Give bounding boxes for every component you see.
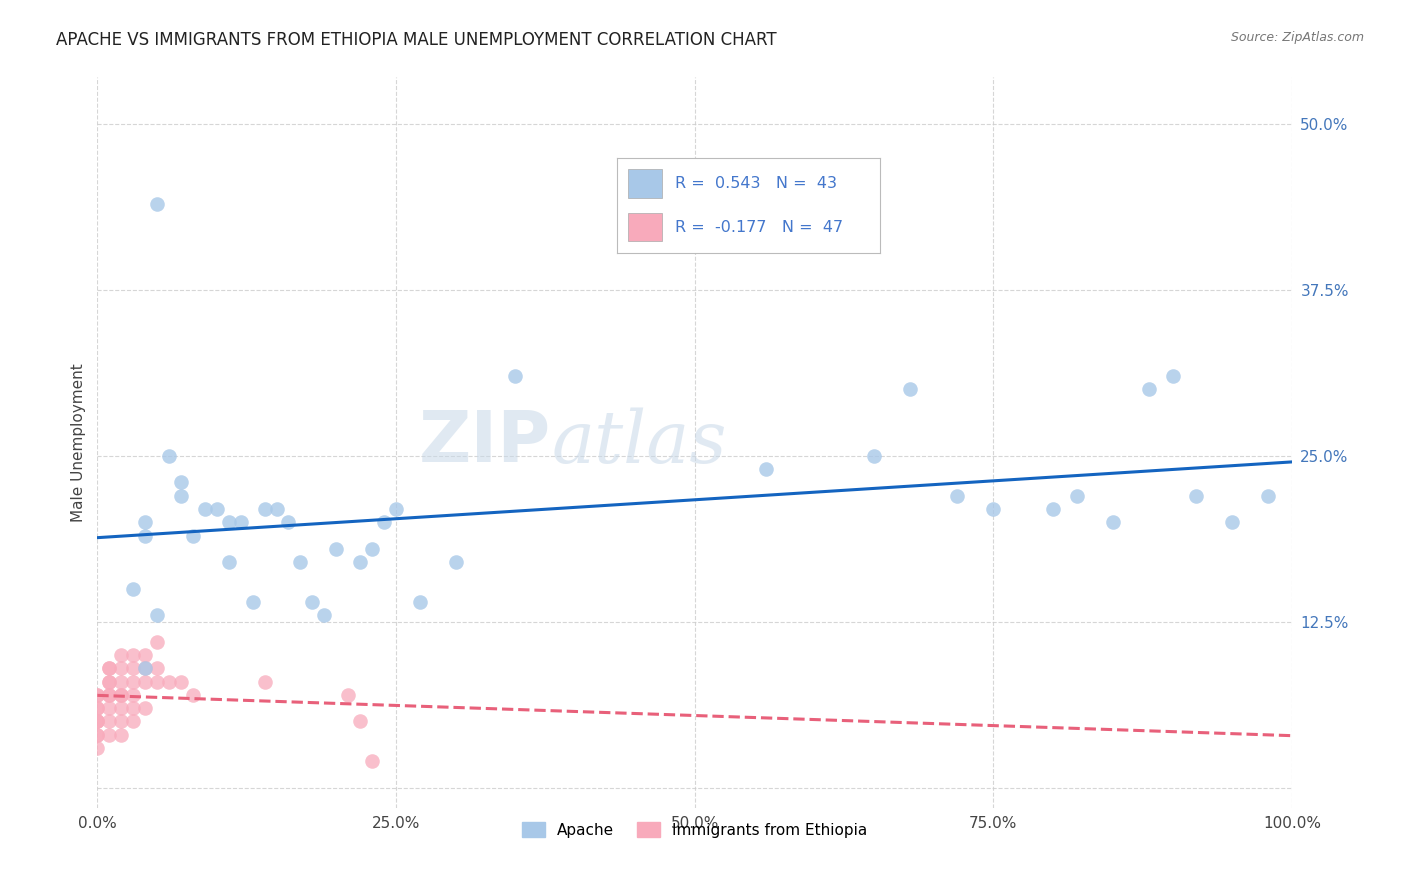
Point bbox=[98, 674, 121, 689]
Point bbox=[1161, 369, 1184, 384]
Point bbox=[86, 701, 108, 715]
Point bbox=[110, 701, 132, 715]
Point bbox=[229, 515, 252, 529]
Point bbox=[1185, 489, 1208, 503]
Point bbox=[181, 528, 204, 542]
Point bbox=[218, 515, 240, 529]
Legend: Apache, Immigrants from Ethiopia: Apache, Immigrants from Ethiopia bbox=[516, 815, 873, 844]
Text: atlas: atlas bbox=[551, 408, 727, 478]
Point bbox=[373, 515, 395, 529]
Point bbox=[863, 449, 886, 463]
Point bbox=[253, 674, 276, 689]
Point bbox=[122, 648, 145, 662]
Point bbox=[134, 661, 156, 675]
Point bbox=[505, 369, 527, 384]
Point bbox=[349, 555, 371, 569]
Point bbox=[1220, 515, 1243, 529]
Point bbox=[110, 661, 132, 675]
Point bbox=[98, 714, 121, 729]
Point bbox=[98, 661, 121, 675]
Point bbox=[946, 489, 969, 503]
Point bbox=[98, 728, 121, 742]
Point bbox=[86, 688, 108, 702]
Point bbox=[409, 595, 432, 609]
Point bbox=[86, 728, 108, 742]
Point bbox=[314, 608, 336, 623]
Point bbox=[98, 701, 121, 715]
Point bbox=[110, 714, 132, 729]
Point bbox=[110, 688, 132, 702]
Point bbox=[98, 688, 121, 702]
Point bbox=[194, 502, 217, 516]
Point bbox=[134, 648, 156, 662]
Point bbox=[266, 502, 288, 516]
Point bbox=[337, 688, 360, 702]
Point bbox=[122, 582, 145, 596]
Point bbox=[146, 661, 169, 675]
Point bbox=[981, 502, 1004, 516]
Text: APACHE VS IMMIGRANTS FROM ETHIOPIA MALE UNEMPLOYMENT CORRELATION CHART: APACHE VS IMMIGRANTS FROM ETHIOPIA MALE … bbox=[56, 31, 778, 49]
Point bbox=[134, 701, 156, 715]
Point bbox=[86, 714, 108, 729]
Point bbox=[325, 541, 347, 556]
Point bbox=[290, 555, 312, 569]
Point bbox=[755, 462, 778, 476]
Point bbox=[170, 489, 193, 503]
Point bbox=[157, 674, 180, 689]
Point bbox=[277, 515, 299, 529]
Point bbox=[157, 449, 180, 463]
Point bbox=[205, 502, 228, 516]
Point bbox=[444, 555, 467, 569]
Point bbox=[86, 714, 108, 729]
Point bbox=[181, 688, 204, 702]
Point bbox=[86, 714, 108, 729]
Point bbox=[146, 608, 169, 623]
Point bbox=[301, 595, 323, 609]
Point bbox=[242, 595, 264, 609]
Point bbox=[170, 475, 193, 490]
Point bbox=[122, 661, 145, 675]
Point bbox=[1066, 489, 1088, 503]
Point bbox=[98, 661, 121, 675]
Point bbox=[361, 541, 384, 556]
Point bbox=[86, 728, 108, 742]
Point bbox=[122, 701, 145, 715]
Point bbox=[1257, 489, 1279, 503]
Point bbox=[898, 383, 921, 397]
Y-axis label: Male Unemployment: Male Unemployment bbox=[72, 363, 86, 522]
Point bbox=[110, 674, 132, 689]
Point bbox=[349, 714, 371, 729]
Point bbox=[110, 688, 132, 702]
Point bbox=[1101, 515, 1123, 529]
Point bbox=[110, 648, 132, 662]
Point bbox=[122, 714, 145, 729]
Point bbox=[361, 754, 384, 768]
Point bbox=[146, 196, 169, 211]
Point bbox=[134, 528, 156, 542]
Point bbox=[1042, 502, 1064, 516]
Point bbox=[110, 728, 132, 742]
Point bbox=[385, 502, 408, 516]
Point bbox=[253, 502, 276, 516]
Point bbox=[98, 674, 121, 689]
Point bbox=[86, 741, 108, 756]
Text: Source: ZipAtlas.com: Source: ZipAtlas.com bbox=[1230, 31, 1364, 45]
Point bbox=[134, 674, 156, 689]
Point bbox=[146, 634, 169, 648]
Point bbox=[1137, 383, 1160, 397]
Point bbox=[170, 674, 193, 689]
Text: ZIP: ZIP bbox=[419, 409, 551, 477]
Point bbox=[218, 555, 240, 569]
Point bbox=[86, 701, 108, 715]
Point bbox=[134, 661, 156, 675]
Point bbox=[86, 688, 108, 702]
Point bbox=[122, 674, 145, 689]
Point bbox=[134, 515, 156, 529]
Point bbox=[98, 688, 121, 702]
Point bbox=[122, 688, 145, 702]
Point bbox=[146, 674, 169, 689]
